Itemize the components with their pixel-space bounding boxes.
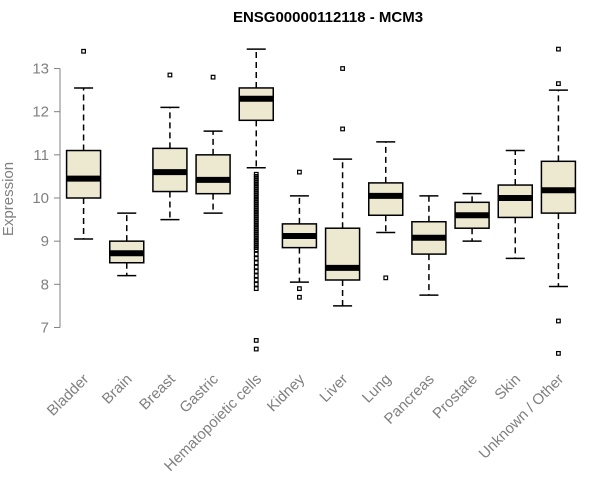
box-iqr (368, 182, 404, 217)
box-iqr (238, 87, 274, 122)
outlier-point (253, 260, 259, 266)
outlier-point (556, 318, 561, 324)
outlier-point (81, 48, 86, 54)
outlier-point (556, 81, 561, 87)
box-group (195, 74, 231, 214)
box-group (65, 48, 102, 240)
x-tick-label: Kidney (264, 370, 309, 415)
outlier-point (210, 74, 216, 80)
box-group (368, 141, 404, 281)
y-tick-label: 13 (32, 61, 49, 78)
box-group (324, 66, 361, 307)
y-tick-label: 9 (41, 233, 49, 250)
x-tick-label: Brain (99, 371, 136, 408)
outlier-point (253, 286, 259, 292)
outlier-point (340, 66, 345, 71)
outlier-point (556, 46, 561, 52)
y-tick-label: 8 (41, 276, 49, 293)
y-axis: 7 8 9 10 11 12 13 (32, 61, 61, 336)
box-group (152, 72, 188, 221)
outlier-point (253, 256, 259, 261)
outlier-point (167, 72, 173, 78)
outlier-point (297, 169, 302, 175)
x-tick-label: Breast (136, 370, 179, 413)
box-group (238, 48, 274, 352)
box-group (109, 212, 145, 277)
outlier-point (253, 277, 259, 283)
box-group (454, 192, 490, 242)
outlier-point (297, 294, 302, 300)
outlier-point (253, 251, 259, 257)
x-tick-label: Skin (491, 371, 524, 404)
box-iqr (195, 154, 231, 195)
box-group (540, 46, 577, 356)
box-iqr (65, 149, 102, 199)
outlier-point (383, 275, 389, 281)
outlier-point (253, 281, 259, 287)
y-tick-label: 10 (32, 190, 49, 207)
box-group (497, 149, 533, 260)
outlier-point (253, 268, 259, 274)
y-tick-label: 7 (41, 319, 49, 336)
y-axis-label: Expression (0, 162, 17, 236)
outlier-point (253, 338, 259, 343)
y-tick-label: 11 (33, 147, 49, 164)
outlier-point (340, 126, 345, 132)
outlier-point (253, 247, 259, 253)
outlier-point (253, 264, 259, 270)
box-iqr (497, 184, 533, 219)
outlier-point (556, 350, 561, 356)
outlier-point (253, 273, 259, 279)
outlier-point (297, 286, 302, 292)
x-tick-label: Prostate (429, 371, 481, 423)
box-iqr (540, 160, 577, 214)
boxes (65, 46, 577, 356)
box-group (281, 169, 318, 300)
chart-title: ENSG00000112118 - MCM3 (233, 9, 423, 26)
outlier-point (253, 346, 259, 352)
x-tick-label: Liver (316, 371, 351, 406)
x-tick-label: Lung (359, 371, 395, 407)
box-iqr (324, 227, 361, 281)
x-tick-label: Bladder (44, 371, 93, 420)
box-group (411, 195, 447, 296)
y-tick-label: 12 (32, 104, 49, 121)
